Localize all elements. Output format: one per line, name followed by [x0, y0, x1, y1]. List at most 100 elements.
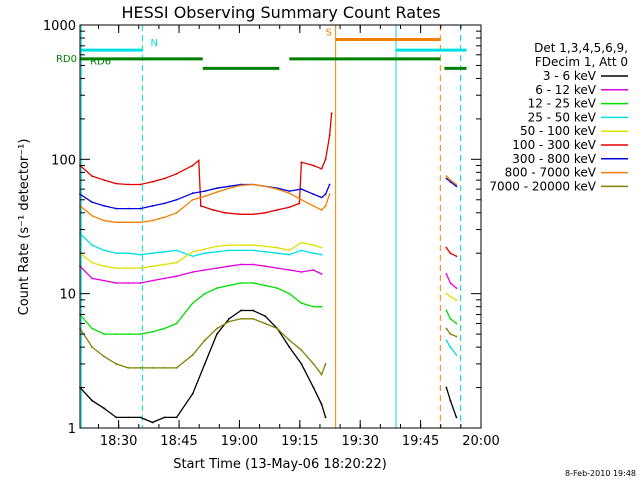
data-point-100-300-kev-2-1 [445, 246, 448, 249]
data-point-6-12-kev-1-6 [139, 282, 142, 284]
data-point-800-7000-kev-2-1 [445, 175, 448, 178]
series-line-6-12-kev-2 [445, 273, 457, 289]
data-point-50-100-kev-1-9 [175, 261, 178, 264]
data-point-800-7000-kev-1-4 [115, 221, 118, 224]
data-point-6-12-kev-1-13 [228, 265, 230, 268]
data-point-50-100-kev-1-11 [203, 248, 206, 250]
data-point-7000-20000-kev-1-20 [312, 363, 315, 365]
data-point-100-300-kev-1-3 [103, 179, 106, 182]
data-point-50-100-kev-1-4 [115, 267, 118, 269]
data-point-12-25-kev-1-12 [215, 287, 218, 290]
data-point-100-300-kev-1-20 [298, 202, 301, 205]
data-point-50-100-kev-1-2 [91, 261, 93, 264]
data-point-25-50-kev-1-2 [91, 244, 93, 246]
data-point-100-300-kev-1-4 [115, 182, 118, 185]
data-point-100-300-kev-2-3 [455, 255, 458, 258]
data-point-3-6-kev-1-12 [215, 333, 218, 336]
data-point-3-6-kev-1-5 [127, 416, 130, 419]
data-point-12-25-kev-1-10 [191, 302, 194, 305]
legend-label-7000-20000-kev: 7000 - 20000 keV [489, 179, 596, 193]
x-tick-label: 18:45 [160, 434, 197, 449]
series-line-7000-20000-kev-2 [445, 328, 457, 338]
data-point-3-6-kev-2-3 [455, 416, 458, 419]
data-point-12-25-kev-1-16 [264, 284, 267, 287]
data-point-300-800-kev-1-3 [103, 205, 106, 207]
data-point-800-7000-kev-1-21 [320, 209, 323, 211]
data-point-300-800-kev-1-4 [115, 207, 118, 210]
data-point-800-7000-kev-1-8 [163, 216, 166, 219]
data-point-800-7000-kev-1-13 [228, 187, 230, 190]
series-line-100-300-kev-1 [79, 113, 333, 215]
x-tick-label: 19:45 [402, 434, 439, 449]
data-point-800-7000-kev-1-14 [240, 184, 242, 187]
data-point-100-300-kev-1-13 [211, 209, 214, 211]
data-point-12-25-kev-1-8 [163, 327, 166, 330]
data-point-50-100-kev-1-21 [320, 246, 323, 249]
data-point-300-800-kev-2-1 [445, 177, 448, 180]
data-point-7000-20000-kev-1-21 [320, 373, 323, 376]
data-point-25-50-kev-2-3 [455, 354, 458, 356]
data-point-100-300-kev-1-9 [175, 172, 178, 175]
legend-label-25-50-kev: 25 - 50 keV [528, 110, 597, 124]
data-point-3-6-kev-1-10 [191, 392, 194, 395]
data-point-800-7000-kev-1-22 [324, 205, 327, 207]
data-point-50-100-kev-1-14 [240, 244, 242, 246]
data-point-12-25-kev-1-3 [103, 333, 106, 336]
data-point-3-6-kev-1-18 [288, 346, 291, 349]
data-point-100-300-kev-1-21 [300, 161, 303, 164]
data-point-25-50-kev-1-13 [228, 249, 230, 252]
data-point-3-6-kev-1-14 [240, 309, 242, 312]
data-point-50-100-kev-1-6 [139, 267, 142, 269]
series-line-12-25-kev-1 [79, 282, 322, 335]
data-point-300-800-kev-1-5 [127, 207, 130, 210]
data-point-25-50-kev-1-3 [103, 249, 106, 252]
data-point-7000-20000-kev-1-13 [228, 320, 230, 323]
data-point-25-50-kev-1-20 [312, 252, 315, 255]
x-tick-label: 20:00 [462, 434, 499, 449]
data-point-25-50-kev-1-10 [191, 255, 194, 258]
data-point-7000-20000-kev-1-10 [191, 354, 194, 356]
data-point-12-25-kev-1-21 [320, 305, 323, 308]
data-point-50-100-kev-1-16 [264, 245, 267, 248]
data-point-100-300-kev-1-15 [240, 213, 242, 216]
data-point-100-300-kev-1-17 [264, 211, 267, 214]
data-point-50-100-kev-1-17 [276, 246, 279, 249]
data-point-100-300-kev-1-11 [197, 159, 200, 162]
data-point-6-12-kev-1-5 [127, 282, 130, 284]
data-point-100-300-kev-1-14 [224, 211, 226, 214]
data-point-800-7000-kev-1-9 [175, 211, 178, 214]
data-point-6-12-kev-1-15 [252, 263, 255, 266]
data-point-800-7000-kev-1-20 [312, 205, 315, 207]
data-point-7000-20000-kev-1-5 [127, 367, 130, 369]
data-point-300-800-kev-1-18 [288, 190, 291, 193]
footer-date: 8-Feb-2010 19:48 [565, 469, 636, 478]
data-point-300-800-kev-1-22 [324, 193, 327, 196]
data-point-50-100-kev-1-7 [151, 265, 154, 268]
data-point-12-25-kev-1-7 [151, 330, 154, 333]
data-point-50-100-kev-1-20 [312, 244, 315, 246]
data-point-25-50-kev-1-12 [215, 250, 218, 253]
data-point-12-25-kev-1-11 [203, 292, 206, 295]
data-point-3-6-kev-1-3 [103, 407, 106, 410]
data-point-25-50-kev-1-15 [252, 249, 255, 252]
data-point-800-7000-kev-1-19 [300, 198, 303, 201]
data-point-7000-20000-kev-2-1 [445, 327, 448, 330]
y-tick-label: 10 [59, 288, 76, 303]
data-point-800-7000-kev-1-17 [276, 188, 279, 191]
data-point-6-12-kev-1-19 [300, 271, 303, 273]
legend-label-100-300-kev: 100 - 300 keV [512, 138, 596, 152]
y-tick-label: 1 [68, 422, 76, 437]
data-point-100-300-kev-1-8 [163, 177, 166, 180]
data-point-7000-20000-kev-2-2 [449, 333, 452, 336]
data-point-800-7000-kev-1-5 [127, 221, 130, 224]
data-point-300-800-kev-1-13 [228, 185, 230, 188]
data-point-800-7000-kev-1-10 [191, 198, 194, 201]
data-point-100-300-kev-1-10 [191, 164, 194, 167]
data-point-6-12-kev-1-20 [312, 269, 315, 271]
data-point-800-7000-kev-1-16 [264, 185, 267, 188]
data-point-3-6-kev-1-2 [91, 399, 93, 402]
data-point-800-7000-kev-1-3 [103, 219, 106, 222]
data-point-50-100-kev-1-12 [215, 245, 218, 248]
data-point-3-6-kev-1-9 [175, 416, 178, 419]
data-point-100-300-kev-1-16 [252, 213, 255, 216]
